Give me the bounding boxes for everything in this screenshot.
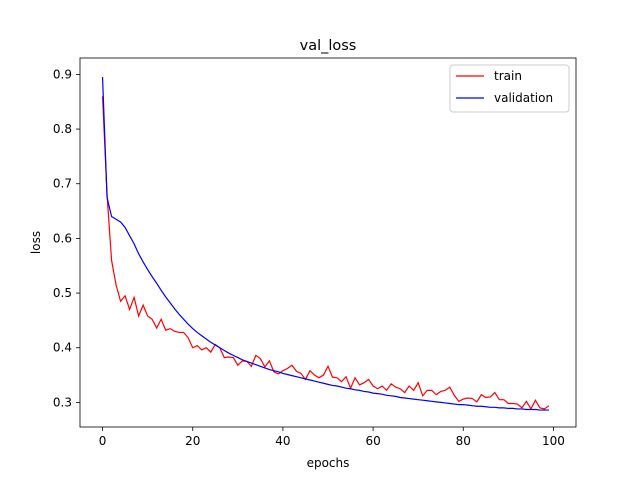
series-line-validation xyxy=(101,77,549,411)
legend-label-train: train xyxy=(494,69,522,83)
x-axis-ticks: 0 20 40 60 80 100 xyxy=(99,427,565,448)
y-tick-label: 0.4 xyxy=(53,341,72,355)
legend-label-validation: validation xyxy=(494,91,553,105)
y-tick-label: 0.3 xyxy=(53,395,72,409)
y-tick-label: 0.7 xyxy=(53,177,72,191)
x-tick-label: 60 xyxy=(365,434,380,448)
x-tick-label: 80 xyxy=(456,434,471,448)
legend: train validation xyxy=(449,64,570,113)
x-tick-label: 100 xyxy=(542,434,565,448)
x-tick-label: 40 xyxy=(275,434,290,448)
legend-box xyxy=(449,64,570,113)
y-tick-label: 0.6 xyxy=(53,231,72,245)
x-tick-label: 0 xyxy=(99,434,107,448)
plot-lines xyxy=(101,77,550,411)
y-tick-label: 0.5 xyxy=(53,286,72,300)
chart-title: val_loss xyxy=(300,38,357,54)
y-axis-title: loss xyxy=(29,231,43,254)
plot-frame xyxy=(79,57,577,428)
y-tick-label: 0.8 xyxy=(53,122,72,136)
series-line-train xyxy=(101,96,550,411)
y-axis-ticks: 0.3 0.4 0.5 0.6 0.7 0.8 0.9 xyxy=(53,67,80,409)
x-axis-title: epochs xyxy=(307,456,350,470)
x-tick-label: 20 xyxy=(185,434,200,448)
y-tick-label: 0.9 xyxy=(53,67,72,81)
